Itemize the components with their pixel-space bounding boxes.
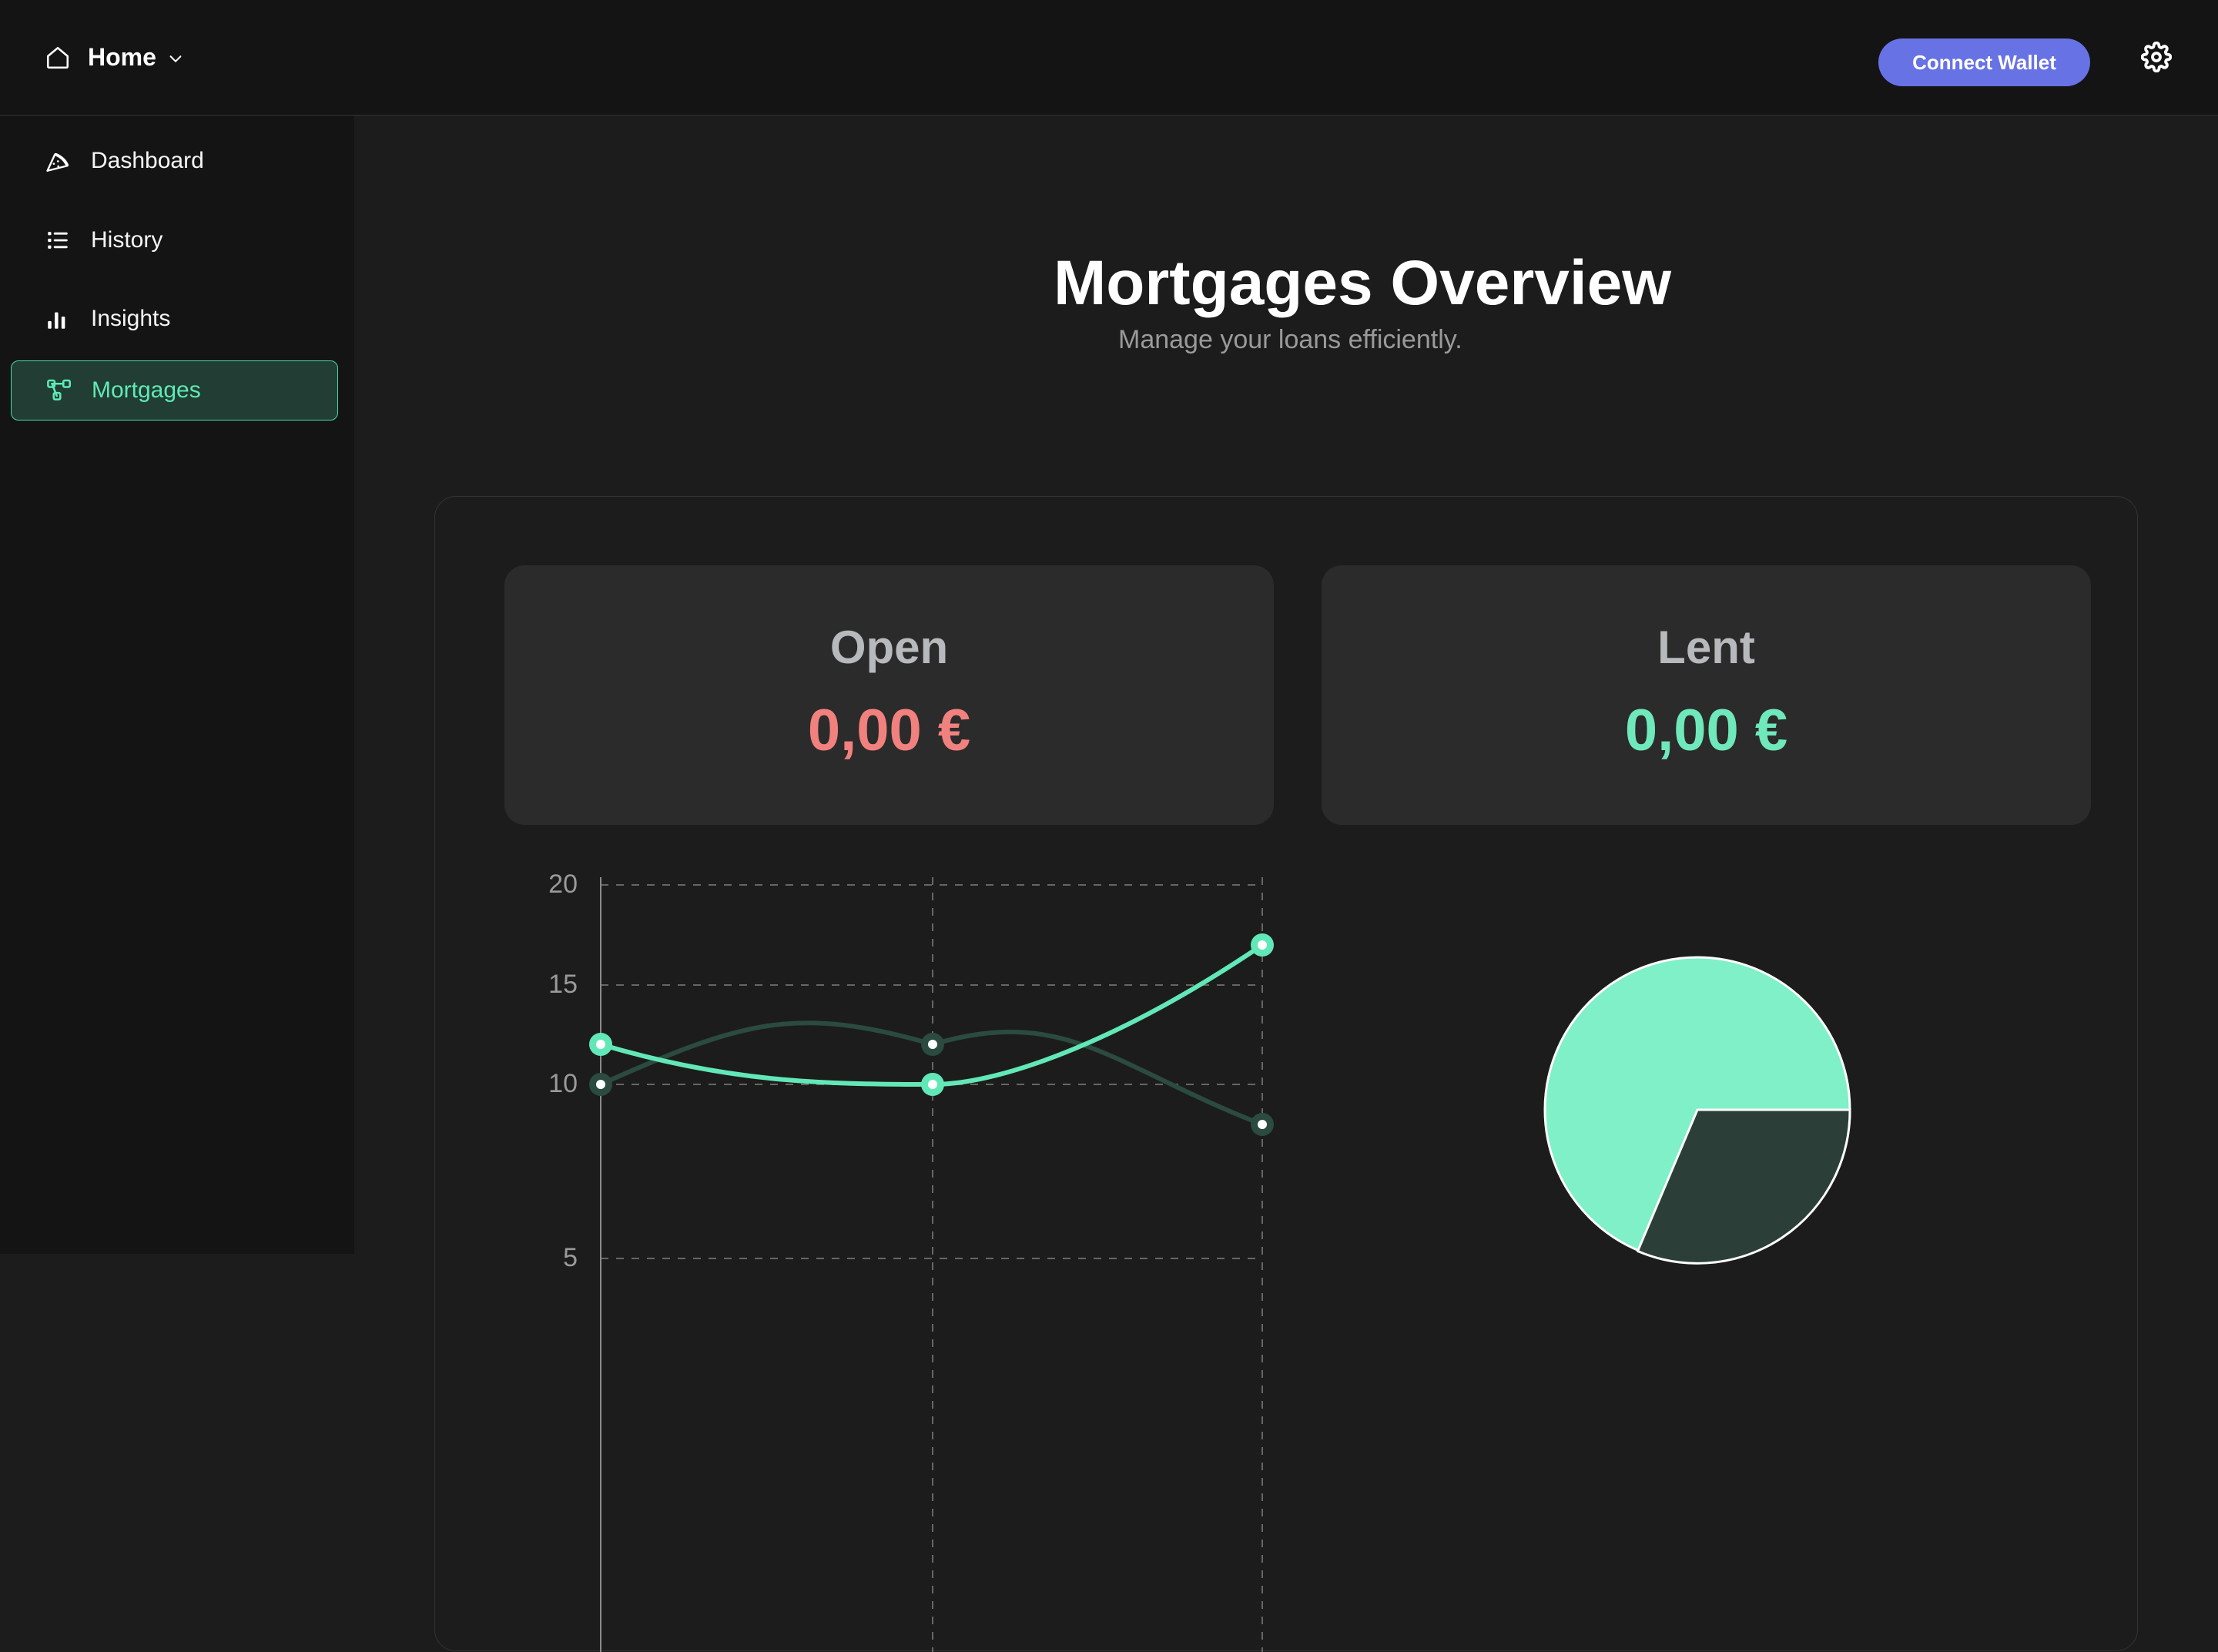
svg-text:15: 15 xyxy=(548,970,578,999)
svg-text:5: 5 xyxy=(563,1243,578,1272)
svg-text:10: 10 xyxy=(548,1069,578,1098)
svg-text:20: 20 xyxy=(548,870,578,899)
